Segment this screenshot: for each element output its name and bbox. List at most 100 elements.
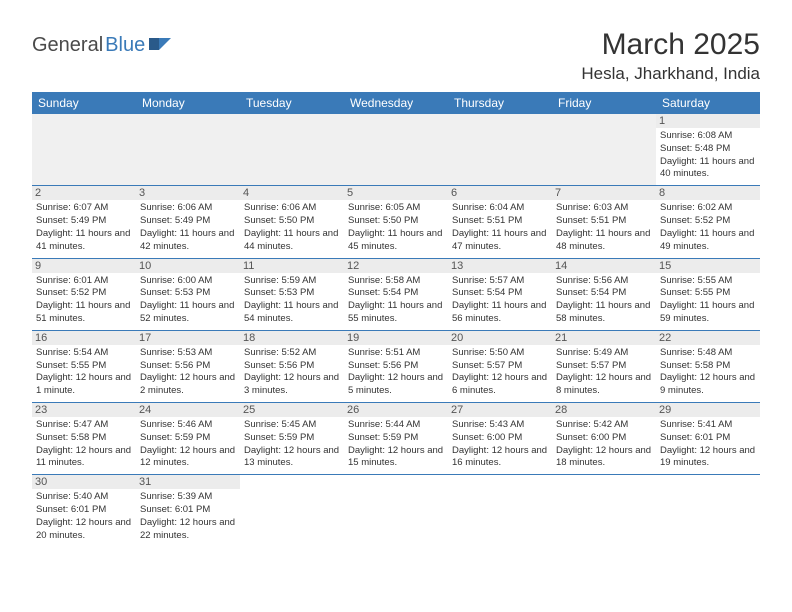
weeks-container: 1Sunrise: 6:08 AMSunset: 5:48 PMDaylight… — [32, 114, 760, 547]
sunset-text: Sunset: 5:56 PM — [348, 360, 444, 373]
day-sun-info: Sunrise: 5:45 AMSunset: 5:59 PMDaylight:… — [244, 419, 340, 470]
day-sun-info: Sunrise: 5:55 AMSunset: 5:55 PMDaylight:… — [660, 275, 756, 326]
calendar-day-cell: 12Sunrise: 5:58 AMSunset: 5:54 PMDayligh… — [344, 259, 448, 330]
day-sun-info: Sunrise: 5:52 AMSunset: 5:56 PMDaylight:… — [244, 347, 340, 398]
daylight-text: Daylight: 12 hours and 12 minutes. — [140, 445, 236, 471]
calendar-empty-cell — [240, 114, 344, 185]
sunrise-text: Sunrise: 5:56 AM — [556, 275, 652, 288]
day-sun-info: Sunrise: 5:58 AMSunset: 5:54 PMDaylight:… — [348, 275, 444, 326]
calendar-day-cell: 21Sunrise: 5:49 AMSunset: 5:57 PMDayligh… — [552, 331, 656, 402]
sunrise-text: Sunrise: 6:01 AM — [36, 275, 132, 288]
calendar-empty-cell — [344, 475, 448, 546]
daylight-text: Daylight: 12 hours and 1 minute. — [36, 372, 132, 398]
day-number: 30 — [32, 475, 136, 489]
daylight-text: Daylight: 11 hours and 45 minutes. — [348, 228, 444, 254]
sunrise-text: Sunrise: 6:08 AM — [660, 130, 756, 143]
sunrise-text: Sunrise: 5:54 AM — [36, 347, 132, 360]
calendar-empty-cell — [240, 475, 344, 546]
sunrise-text: Sunrise: 5:55 AM — [660, 275, 756, 288]
day-number: 27 — [448, 403, 552, 417]
day-sun-info: Sunrise: 5:44 AMSunset: 5:59 PMDaylight:… — [348, 419, 444, 470]
day-number: 22 — [656, 331, 760, 345]
day-number: 15 — [656, 259, 760, 273]
calendar-week-row: 30Sunrise: 5:40 AMSunset: 6:01 PMDayligh… — [32, 475, 760, 546]
calendar-week-row: 2Sunrise: 6:07 AMSunset: 5:49 PMDaylight… — [32, 186, 760, 258]
sunrise-text: Sunrise: 5:48 AM — [660, 347, 756, 360]
day-number: 18 — [240, 331, 344, 345]
logo-text-blue: Blue — [105, 34, 145, 57]
calendar-day-cell: 23Sunrise: 5:47 AMSunset: 5:58 PMDayligh… — [32, 403, 136, 474]
sunrise-text: Sunrise: 5:51 AM — [348, 347, 444, 360]
calendar-day-cell: 17Sunrise: 5:53 AMSunset: 5:56 PMDayligh… — [136, 331, 240, 402]
daylight-text: Daylight: 12 hours and 6 minutes. — [452, 372, 548, 398]
day-number: 31 — [136, 475, 240, 489]
day-number: 5 — [344, 186, 448, 200]
calendar-day-cell: 1Sunrise: 6:08 AMSunset: 5:48 PMDaylight… — [656, 114, 760, 185]
daylight-text: Daylight: 12 hours and 5 minutes. — [348, 372, 444, 398]
calendar-day-cell: 11Sunrise: 5:59 AMSunset: 5:53 PMDayligh… — [240, 259, 344, 330]
sunset-text: Sunset: 5:59 PM — [140, 432, 236, 445]
daylight-text: Daylight: 12 hours and 9 minutes. — [660, 372, 756, 398]
weekday-header-cell: Thursday — [448, 92, 552, 114]
daylight-text: Daylight: 11 hours and 41 minutes. — [36, 228, 132, 254]
daylight-text: Daylight: 11 hours and 42 minutes. — [140, 228, 236, 254]
sunrise-text: Sunrise: 5:40 AM — [36, 491, 132, 504]
sunset-text: Sunset: 5:51 PM — [556, 215, 652, 228]
day-number: 2 — [32, 186, 136, 200]
calendar-day-cell: 15 Sunrise: 5:55 AMSunset: 5:55 PMDayligh… — [656, 259, 760, 330]
day-sun-info: Sunrise: 6:05 AMSunset: 5:50 PMDaylight:… — [348, 202, 444, 253]
day-sun-info: Sunrise: 6:06 AMSunset: 5:50 PMDaylight:… — [244, 202, 340, 253]
sunset-text: Sunset: 5:55 PM — [36, 360, 132, 373]
daylight-text: Daylight: 11 hours and 51 minutes. — [36, 300, 132, 326]
weekday-header-cell: Wednesday — [344, 92, 448, 114]
logo: GeneralBlue — [32, 34, 171, 57]
day-sun-info: Sunrise: 5:43 AMSunset: 6:00 PMDaylight:… — [452, 419, 548, 470]
sunrise-text: Sunrise: 5:41 AM — [660, 419, 756, 432]
page-header: GeneralBlue March 2025 Hesla, Jharkhand,… — [32, 28, 760, 84]
daylight-text: Daylight: 12 hours and 20 minutes. — [36, 517, 132, 543]
calendar-day-cell: 9Sunrise: 6:01 AMSunset: 5:52 PMDaylight… — [32, 259, 136, 330]
daylight-text: Daylight: 11 hours and 48 minutes. — [556, 228, 652, 254]
sunrise-text: Sunrise: 5:42 AM — [556, 419, 652, 432]
sunrise-text: Sunrise: 5:59 AM — [244, 275, 340, 288]
calendar-empty-cell — [552, 114, 656, 185]
sunset-text: Sunset: 5:54 PM — [556, 287, 652, 300]
daylight-text: Daylight: 12 hours and 11 minutes. — [36, 445, 132, 471]
sunrise-text: Sunrise: 5:47 AM — [36, 419, 132, 432]
day-sun-info: Sunrise: 5:51 AMSunset: 5:56 PMDaylight:… — [348, 347, 444, 398]
sunset-text: Sunset: 5:59 PM — [348, 432, 444, 445]
calendar-day-cell: 7Sunrise: 6:03 AMSunset: 5:51 PMDaylight… — [552, 186, 656, 257]
sunset-text: Sunset: 5:52 PM — [660, 215, 756, 228]
day-sun-info: Sunrise: 5:48 AMSunset: 5:58 PMDaylight:… — [660, 347, 756, 398]
calendar-day-cell: 16Sunrise: 5:54 AMSunset: 5:55 PMDayligh… — [32, 331, 136, 402]
sunrise-text: Sunrise: 5:53 AM — [140, 347, 236, 360]
calendar-day-cell: 18 Sunrise: 5:52 AMSunset: 5:56 PMDayligh… — [240, 331, 344, 402]
sunrise-text: Sunrise: 5:46 AM — [140, 419, 236, 432]
day-number: 29 — [656, 403, 760, 417]
daylight-text: Daylight: 11 hours and 59 minutes. — [660, 300, 756, 326]
day-number: 4 — [240, 186, 344, 200]
sunset-text: Sunset: 5:48 PM — [660, 143, 756, 156]
sunrise-text: Sunrise: 6:04 AM — [452, 202, 548, 215]
month-title: March 2025 — [581, 28, 760, 62]
flag-icon — [149, 36, 171, 52]
calendar-empty-cell — [136, 114, 240, 185]
day-number: 6 — [448, 186, 552, 200]
day-sun-info: Sunrise: 6:03 AMSunset: 5:51 PMDaylight:… — [556, 202, 652, 253]
calendar-day-cell: 2Sunrise: 6:07 AMSunset: 5:49 PMDaylight… — [32, 186, 136, 257]
calendar-day-cell: 27 Sunrise: 5:43 AMSunset: 6:00 PMDayligh… — [448, 403, 552, 474]
weekday-header-cell: Monday — [136, 92, 240, 114]
day-sun-info: Sunrise: 5:49 AMSunset: 5:57 PMDaylight:… — [556, 347, 652, 398]
sunset-text: Sunset: 5:50 PM — [244, 215, 340, 228]
day-sun-info: Sunrise: 5:39 AMSunset: 6:01 PMDaylight:… — [140, 491, 236, 542]
calendar-empty-cell — [552, 475, 656, 546]
day-number: 19 — [344, 331, 448, 345]
sunset-text: Sunset: 6:00 PM — [452, 432, 548, 445]
calendar-day-cell: 24Sunrise: 5:46 AMSunset: 5:59 PMDayligh… — [136, 403, 240, 474]
day-sun-info: Sunrise: 5:57 AMSunset: 5:54 PMDaylight:… — [452, 275, 548, 326]
day-sun-info: Sunrise: 6:00 AMSunset: 5:53 PMDaylight:… — [140, 275, 236, 326]
calendar-day-cell: 22 Sunrise: 5:48 AMSunset: 5:58 PMDayligh… — [656, 331, 760, 402]
day-sun-info: Sunrise: 6:06 AMSunset: 5:49 PMDaylight:… — [140, 202, 236, 253]
calendar-day-cell: 26Sunrise: 5:44 AMSunset: 5:59 PMDayligh… — [344, 403, 448, 474]
sunset-text: Sunset: 5:52 PM — [36, 287, 132, 300]
